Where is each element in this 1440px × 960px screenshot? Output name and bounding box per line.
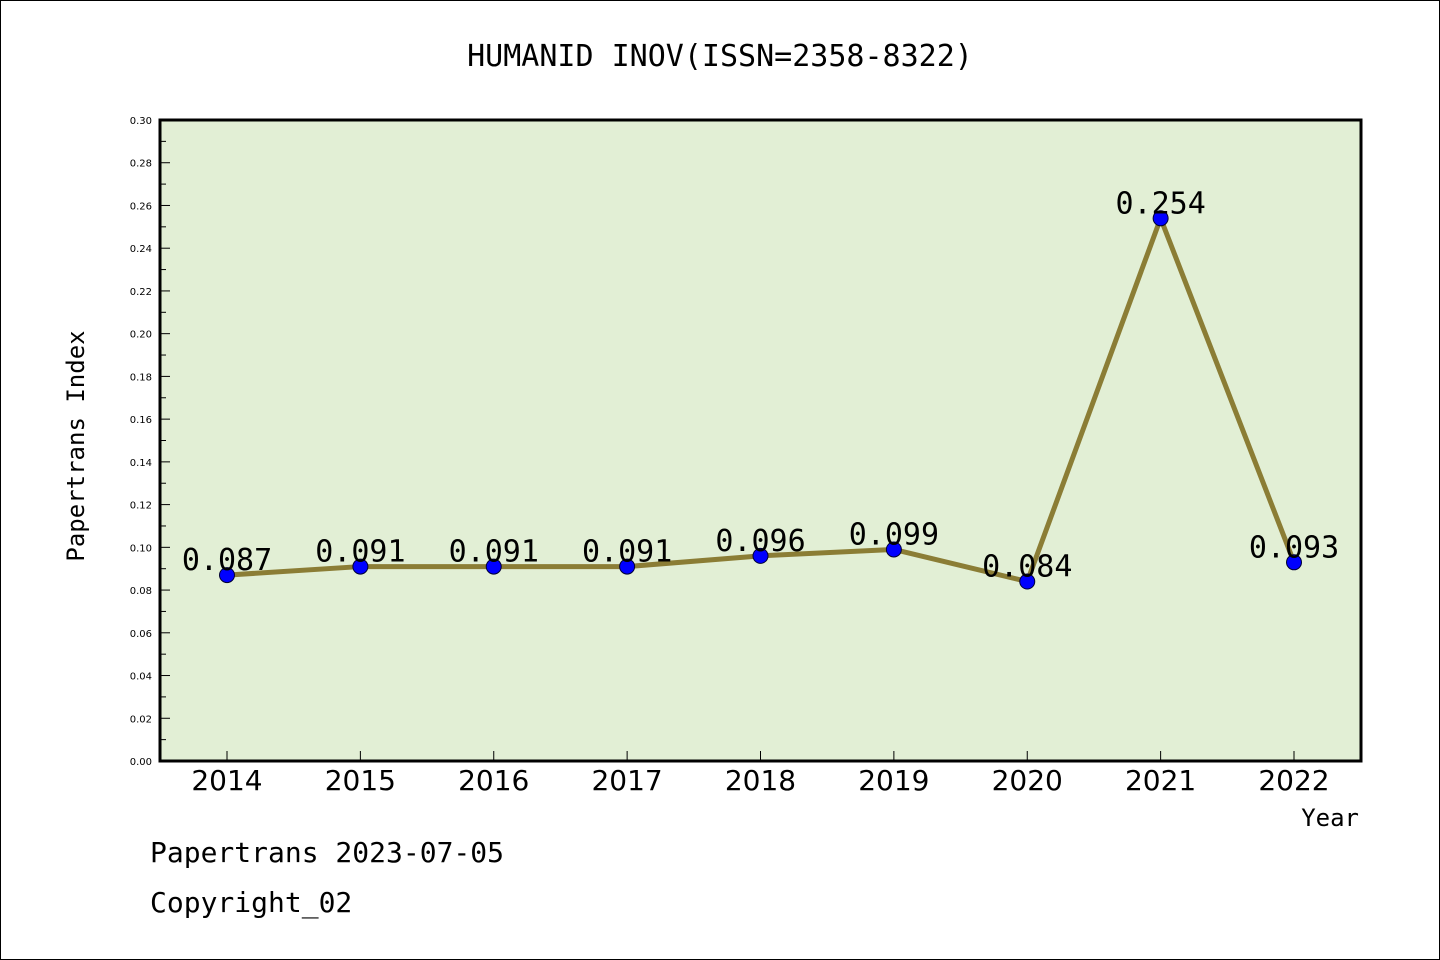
y-tick-label: 0.04 (130, 672, 152, 683)
data-label-2014: 0.087 (182, 543, 272, 578)
x-tick-label: 2016 (458, 764, 529, 797)
data-label-2018: 0.096 (715, 524, 805, 559)
data-point-2018 (752, 547, 769, 564)
data-point-2016 (485, 558, 502, 575)
y-tick-label: 0.02 (130, 714, 152, 725)
data-label-2022: 0.093 (1249, 530, 1339, 565)
data-point-2019 (885, 541, 902, 558)
y-tick-label: 0.06 (130, 629, 152, 640)
y-axis-label: Papertrans Index (62, 330, 90, 561)
plot-area (158, 118, 1363, 763)
x-tick-label: 2015 (325, 764, 396, 797)
y-tick-label: 0.20 (130, 330, 152, 341)
y-tick-label: 0.08 (130, 586, 152, 597)
footer-date: Papertrans 2023-07-05 (150, 836, 505, 869)
y-tick-label: 0.14 (130, 458, 152, 469)
y-tick-label: 0.12 (130, 501, 152, 512)
y-tick-label: 0.26 (130, 201, 152, 212)
data-label-2016: 0.091 (449, 535, 539, 570)
x-tick-label: 2018 (725, 764, 796, 797)
data-point-2020 (1019, 573, 1036, 590)
data-point-2015 (352, 558, 369, 575)
x-axis-label: Year (1301, 804, 1359, 832)
y-tick-label: 0.30 (130, 116, 152, 127)
x-axis: 2014 2015 2016 2017 2018 2019 2020 2021 2022 (191, 751, 1330, 797)
data-point-2022 (1286, 554, 1302, 571)
y-tick-label: 0.00 (130, 757, 152, 768)
y-tick-label: 0.18 (130, 372, 152, 383)
chart-title: HUMANID INOV(ISSN=2358-8322) (467, 39, 973, 74)
data-label-2015: 0.091 (315, 535, 405, 570)
y-tick-label: 0.24 (130, 244, 152, 255)
footer-copyright: Copyright_02 (150, 886, 353, 919)
y-tick-label: 0.10 (130, 543, 152, 554)
y-tick-label: 0.22 (130, 287, 152, 298)
y-axis: 0.00 0.02 0.04 0.06 0.08 0.10 0.12 0.14 0.16 0.18… (130, 116, 170, 768)
data-label-2020: 0.084 (982, 550, 1072, 585)
data-label-2019: 0.099 (849, 517, 939, 552)
x-tick-label: 2019 (858, 764, 929, 797)
series-papertrans-index (219, 210, 1302, 590)
x-tick-label: 2017 (591, 764, 662, 797)
data-label-2021: 0.254 (1115, 186, 1205, 221)
data-labels: 0.087 0.091 0.091 0.091 0.096 0.099 0.084 0.254… (182, 186, 1339, 584)
data-label-2017: 0.091 (582, 535, 672, 570)
y-tick-label: 0.16 (130, 415, 152, 426)
data-point-2017 (619, 558, 636, 575)
x-tick-label: 2014 (191, 764, 262, 797)
x-tick-label: 2022 (1258, 764, 1329, 797)
data-point-2014 (219, 567, 235, 584)
data-point-2021 (1152, 210, 1169, 227)
x-tick-label: 2021 (1125, 764, 1196, 797)
x-tick-label: 2020 (992, 764, 1063, 797)
y-tick-label: 0.28 (130, 159, 152, 170)
